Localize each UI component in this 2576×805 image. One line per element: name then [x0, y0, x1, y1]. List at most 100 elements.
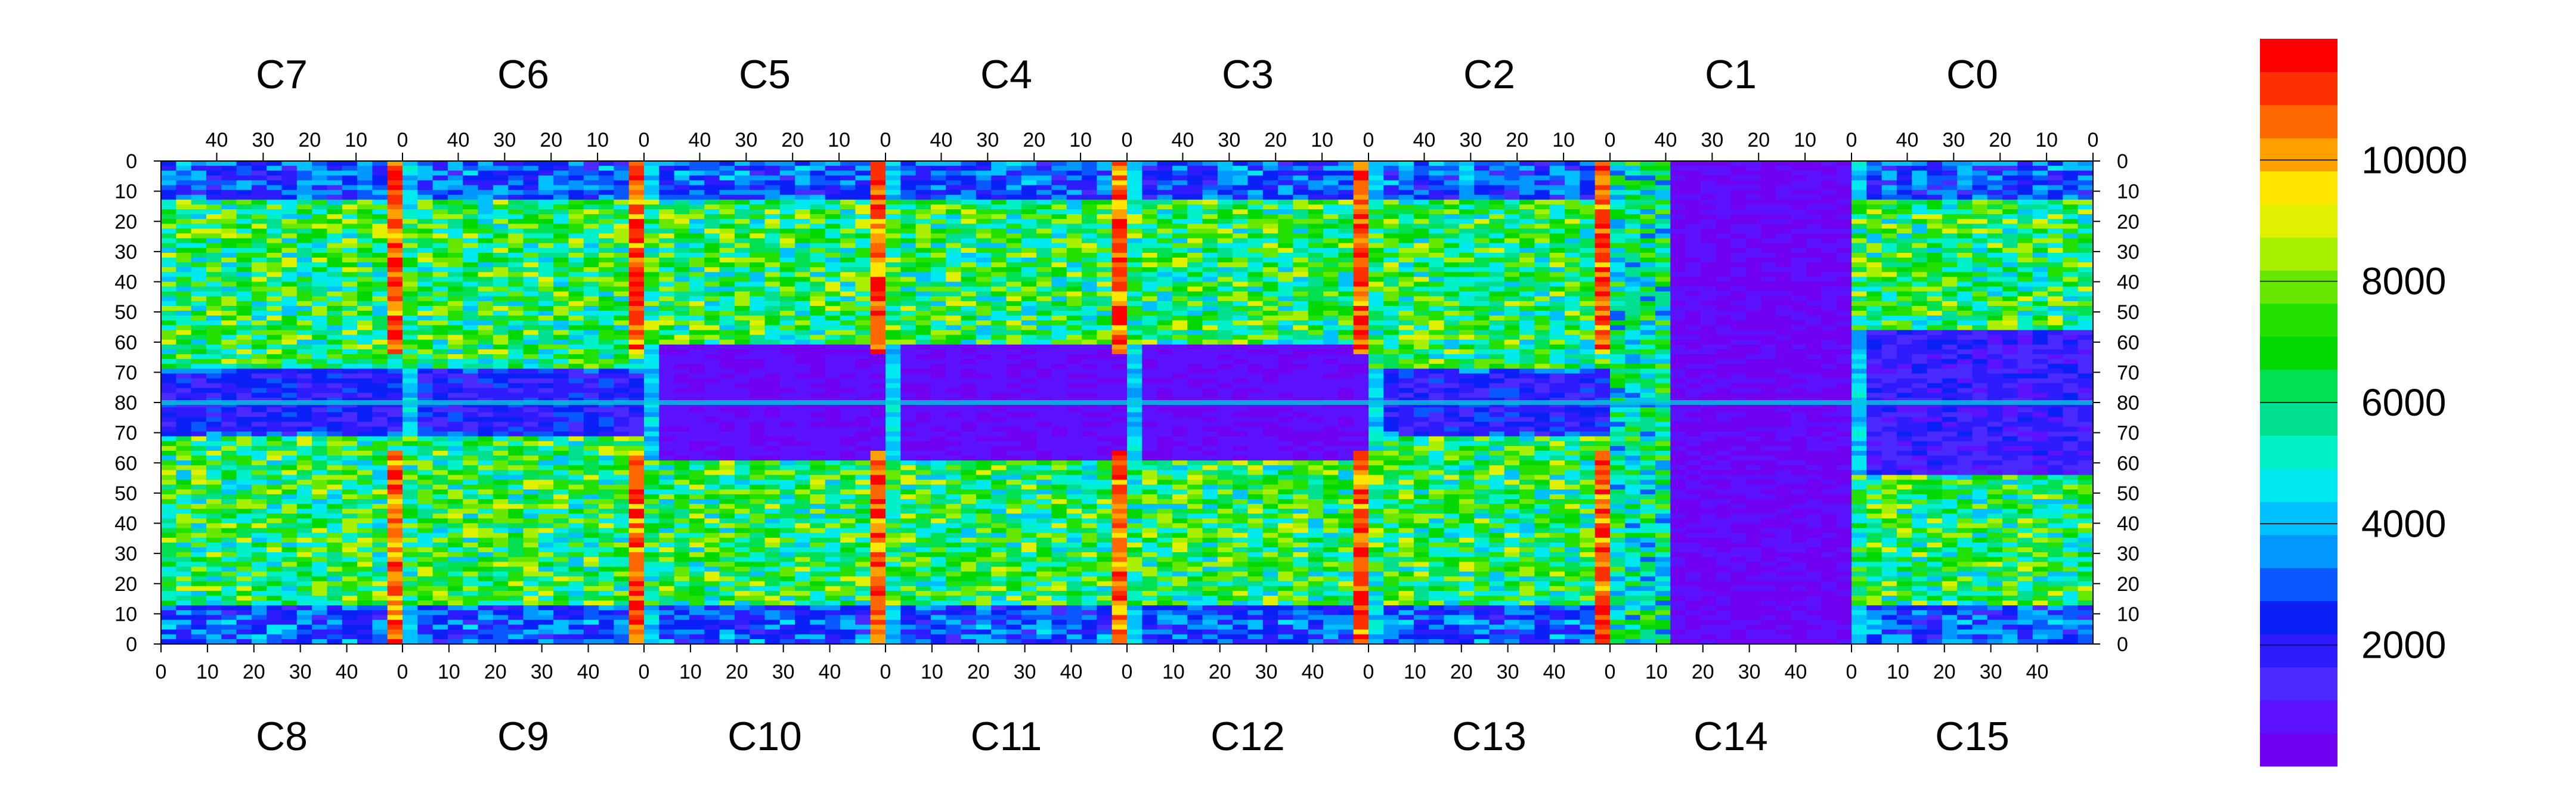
heatmap-cell: [1157, 301, 1173, 306]
heatmap-cell: [1987, 286, 2003, 292]
heatmap-cell: [267, 247, 283, 253]
heatmap-cell: [1157, 344, 1173, 350]
heatmap-cell: [719, 277, 735, 283]
heatmap-cell: [357, 238, 373, 244]
heatmap-cell: [2077, 166, 2094, 171]
heatmap-cell: [206, 161, 222, 166]
heatmap-cell: [478, 199, 494, 205]
heatmap-cell: [281, 296, 298, 302]
heatmap-cell: [251, 199, 267, 205]
heatmap-cell: [764, 199, 781, 205]
heatmap-cell: [387, 243, 403, 249]
heatmap-cell: [1806, 204, 1822, 210]
heatmap-cell: [1896, 228, 1912, 234]
heatmap-cell: [750, 224, 766, 229]
heatmap-cell: [644, 277, 660, 283]
heatmap-cell: [719, 306, 735, 311]
heatmap-cell: [327, 301, 343, 306]
heatmap-cell: [1670, 286, 1686, 292]
heatmap-cell: [267, 224, 283, 229]
heatmap-cell: [1233, 272, 1249, 277]
heatmap-cell: [1549, 262, 1565, 268]
heatmap-cell: [1202, 315, 1218, 321]
heatmap-cell: [1700, 306, 1716, 311]
heatmap-cell: [463, 252, 479, 258]
heatmap-cell: [2002, 233, 2018, 239]
heatmap-cell: [1987, 175, 2003, 181]
heatmap-cell: [1912, 335, 1928, 340]
heatmap-cell: [825, 233, 841, 239]
heatmap-cell: [644, 258, 660, 263]
heatmap-cell: [991, 252, 1007, 258]
heatmap-cell: [628, 301, 645, 306]
heatmap-cell: [1821, 267, 1837, 273]
heatmap-cell: [447, 243, 463, 249]
heatmap-cell: [1700, 171, 1716, 176]
heatmap-cell: [1202, 247, 1218, 253]
heatmap-cell: [1187, 166, 1203, 171]
heatmap-cell: [1776, 199, 1792, 205]
heatmap-cell: [1745, 267, 1761, 273]
heatmap-cell: [674, 224, 690, 229]
heatmap-cell: [538, 281, 554, 287]
heatmap-cell: [1353, 219, 1369, 224]
heatmap-cell: [1308, 233, 1324, 239]
heatmap-cell: [402, 214, 418, 219]
heatmap-cell: [1881, 272, 1897, 277]
heatmap-cell: [870, 330, 886, 336]
heatmap-cell: [1459, 344, 1475, 350]
heatmap-cell: [1791, 233, 1807, 239]
heatmap-cell: [191, 199, 207, 205]
heatmap-cell: [583, 199, 599, 205]
heatmap-cell: [583, 335, 599, 340]
heatmap-cell: [734, 166, 750, 171]
heatmap-cell: [1021, 161, 1037, 166]
heatmap-cell: [1519, 209, 1535, 215]
heatmap-cell: [1474, 306, 1490, 311]
heatmap-cell: [1806, 262, 1822, 268]
heatmap-cell: [1278, 171, 1294, 176]
heatmap-cell: [1791, 320, 1807, 326]
heatmap-cell: [628, 286, 645, 292]
heatmap-cell: [161, 296, 177, 302]
heatmap-cell: [886, 291, 901, 297]
heatmap-cell: [1413, 214, 1429, 219]
heatmap-cell: [1323, 243, 1339, 249]
heatmap-cell: [1308, 286, 1324, 292]
heatmap-cell: [568, 339, 584, 345]
heatmap-cell: [961, 262, 977, 268]
heatmap-cell: [493, 233, 509, 239]
heatmap-cell: [1187, 180, 1203, 186]
heatmap-cell: [251, 204, 267, 210]
heatmap-cell: [1776, 224, 1792, 229]
heatmap-cell: [1685, 272, 1701, 277]
heatmap-cell: [387, 161, 403, 166]
heatmap-cell: [1278, 339, 1294, 345]
heatmap-cell: [1459, 252, 1475, 258]
heatmap-cell: [1398, 190, 1414, 196]
heatmap-cell: [2077, 277, 2094, 283]
heatmap-cell: [357, 335, 373, 340]
heatmap-cell: [1157, 291, 1173, 297]
heatmap-cell: [946, 180, 962, 186]
heatmap-cell: [1262, 258, 1278, 263]
heatmap-cell: [1066, 209, 1082, 215]
heatmap-cell: [1896, 166, 1912, 171]
heatmap-cell: [1111, 272, 1128, 277]
heatmap-cell: [1700, 272, 1716, 277]
heatmap-cell: [236, 281, 252, 287]
heatmap-cell: [1262, 166, 1278, 171]
heatmap-cell: [915, 214, 931, 219]
heatmap-cell: [1852, 267, 1867, 273]
heatmap-cell: [750, 258, 766, 263]
heatmap-cell: [1700, 339, 1716, 345]
heatmap-cell: [387, 262, 403, 268]
heatmap-cell: [327, 175, 343, 181]
heatmap-cell: [779, 238, 795, 244]
heatmap-cell: [1308, 171, 1324, 176]
heatmap-cell: [1006, 190, 1022, 196]
heatmap-cell: [1640, 166, 1656, 171]
heatmap-cell: [1127, 272, 1143, 277]
heatmap-cell: [1368, 344, 1384, 350]
heatmap-cell: [886, 185, 901, 191]
